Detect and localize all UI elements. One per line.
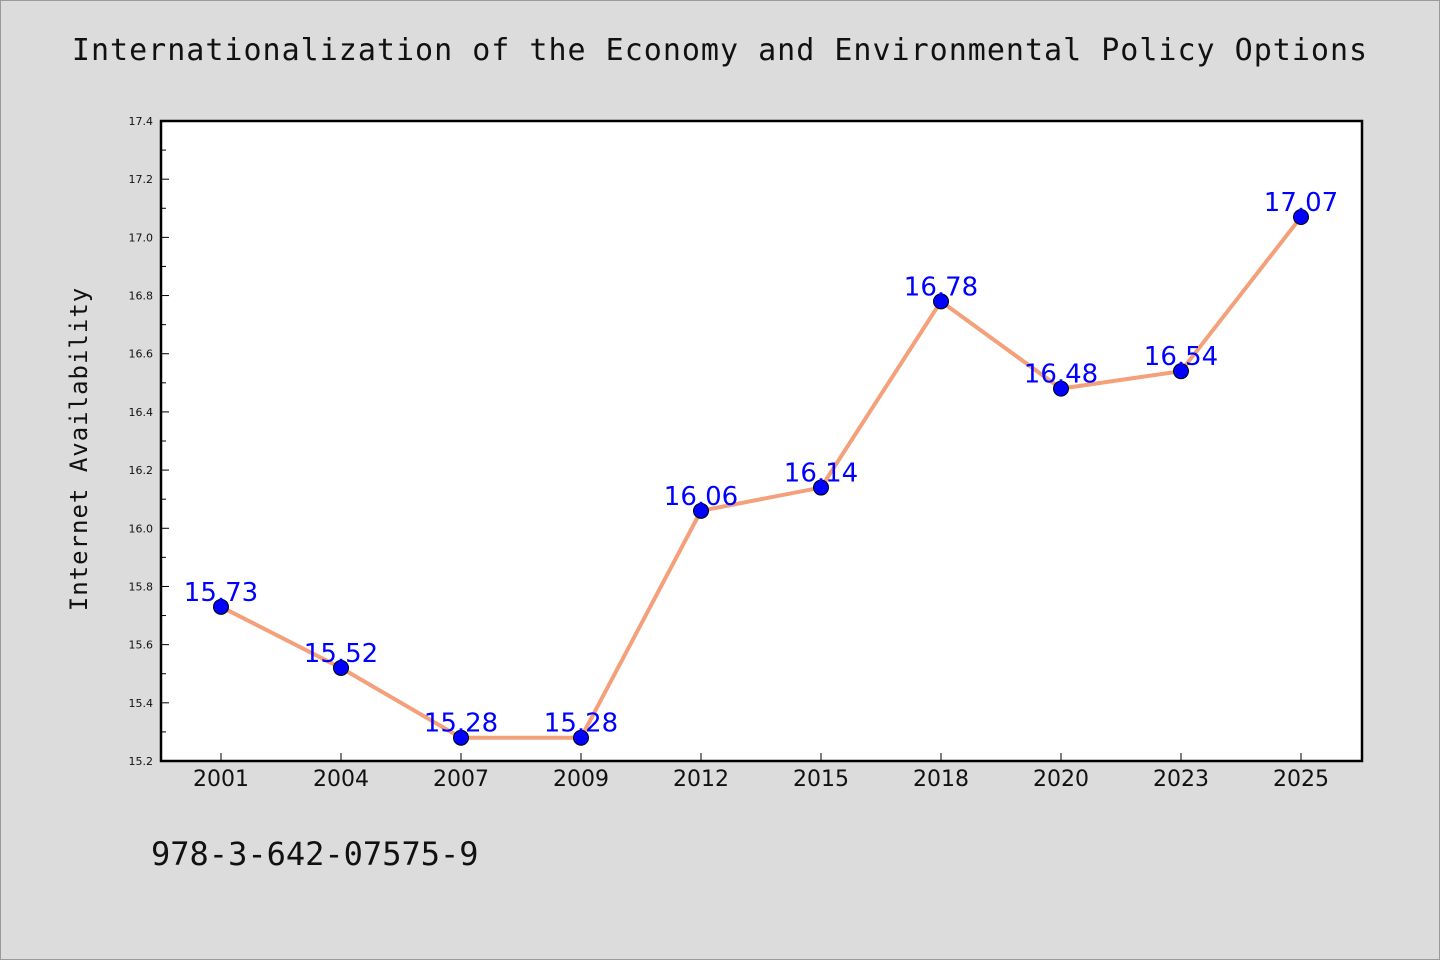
x-tick-label: 2015 bbox=[793, 767, 849, 792]
y-tick-label: 15.4 bbox=[129, 697, 154, 710]
y-tick-label: 15.6 bbox=[129, 639, 154, 652]
y-tick-label: 16.6 bbox=[129, 348, 154, 361]
y-tick-label: 16.8 bbox=[129, 290, 154, 303]
y-axis-label: Internet Availability bbox=[65, 287, 93, 611]
data-point bbox=[1173, 363, 1189, 380]
data-label: 16.14 bbox=[784, 459, 858, 489]
data-label: 17.07 bbox=[1264, 188, 1338, 218]
data-point bbox=[213, 598, 229, 615]
data-point bbox=[1053, 380, 1069, 397]
data-label: 15.28 bbox=[424, 709, 498, 739]
data-point bbox=[1293, 209, 1309, 225]
y-tick-label: 15.2 bbox=[129, 755, 154, 768]
data-label: 16.78 bbox=[904, 272, 978, 302]
y-tick-label: 16.2 bbox=[129, 464, 154, 477]
y-tick-label: 16.4 bbox=[129, 406, 154, 419]
x-tick-label: 2023 bbox=[1153, 767, 1209, 792]
x-tick-label: 2025 bbox=[1273, 767, 1329, 792]
x-tick-label: 2004 bbox=[313, 767, 369, 792]
data-label: 16.54 bbox=[1144, 342, 1218, 372]
y-tick-label: 17.0 bbox=[129, 231, 154, 244]
data-label: 15.28 bbox=[544, 709, 618, 739]
x-axis-ticks: 2001 2004 2007 2009 2012 2015 2018 2020 2023 2025 bbox=[193, 753, 1329, 792]
isbn-text: 978-3-642-07575-9 bbox=[151, 835, 479, 873]
x-tick-label: 2020 bbox=[1033, 767, 1089, 792]
y-tick-label: 17.4 bbox=[129, 115, 154, 128]
data-point bbox=[813, 479, 829, 496]
chart-title: Internationalization of the Economy and … bbox=[71, 33, 1369, 68]
series-markers bbox=[213, 209, 1309, 746]
data-label: 15.73 bbox=[184, 578, 258, 608]
data-label: 15.52 bbox=[304, 639, 378, 669]
y-tick-label: 16.0 bbox=[129, 522, 154, 535]
data-labels: 15.73 15.52 15.28 15.28 16.06 16.14 16.78 16.48… bbox=[184, 188, 1338, 739]
series-line bbox=[219, 215, 1303, 740]
x-tick-label: 2001 bbox=[193, 767, 249, 792]
data-point bbox=[933, 293, 949, 310]
data-point bbox=[453, 729, 469, 746]
data-point bbox=[333, 659, 349, 676]
data-label: 16.48 bbox=[1024, 360, 1098, 390]
x-tick-label: 2018 bbox=[913, 767, 969, 792]
x-tick-label: 2012 bbox=[673, 767, 729, 792]
data-point bbox=[573, 729, 589, 746]
data-label: 16.06 bbox=[664, 482, 738, 512]
x-tick-label: 2007 bbox=[433, 767, 489, 792]
y-tick-label: 17.2 bbox=[129, 173, 154, 186]
y-tick-label: 15.8 bbox=[129, 580, 154, 593]
x-tick-label: 2009 bbox=[553, 767, 609, 792]
y-axis-ticks: 15.2 15.4 15.6 15.8 16.0 16.2 16.4 16.6 16.8 17.0… bbox=[129, 115, 169, 768]
plot-area bbox=[159, 119, 1364, 763]
data-point bbox=[693, 502, 709, 519]
